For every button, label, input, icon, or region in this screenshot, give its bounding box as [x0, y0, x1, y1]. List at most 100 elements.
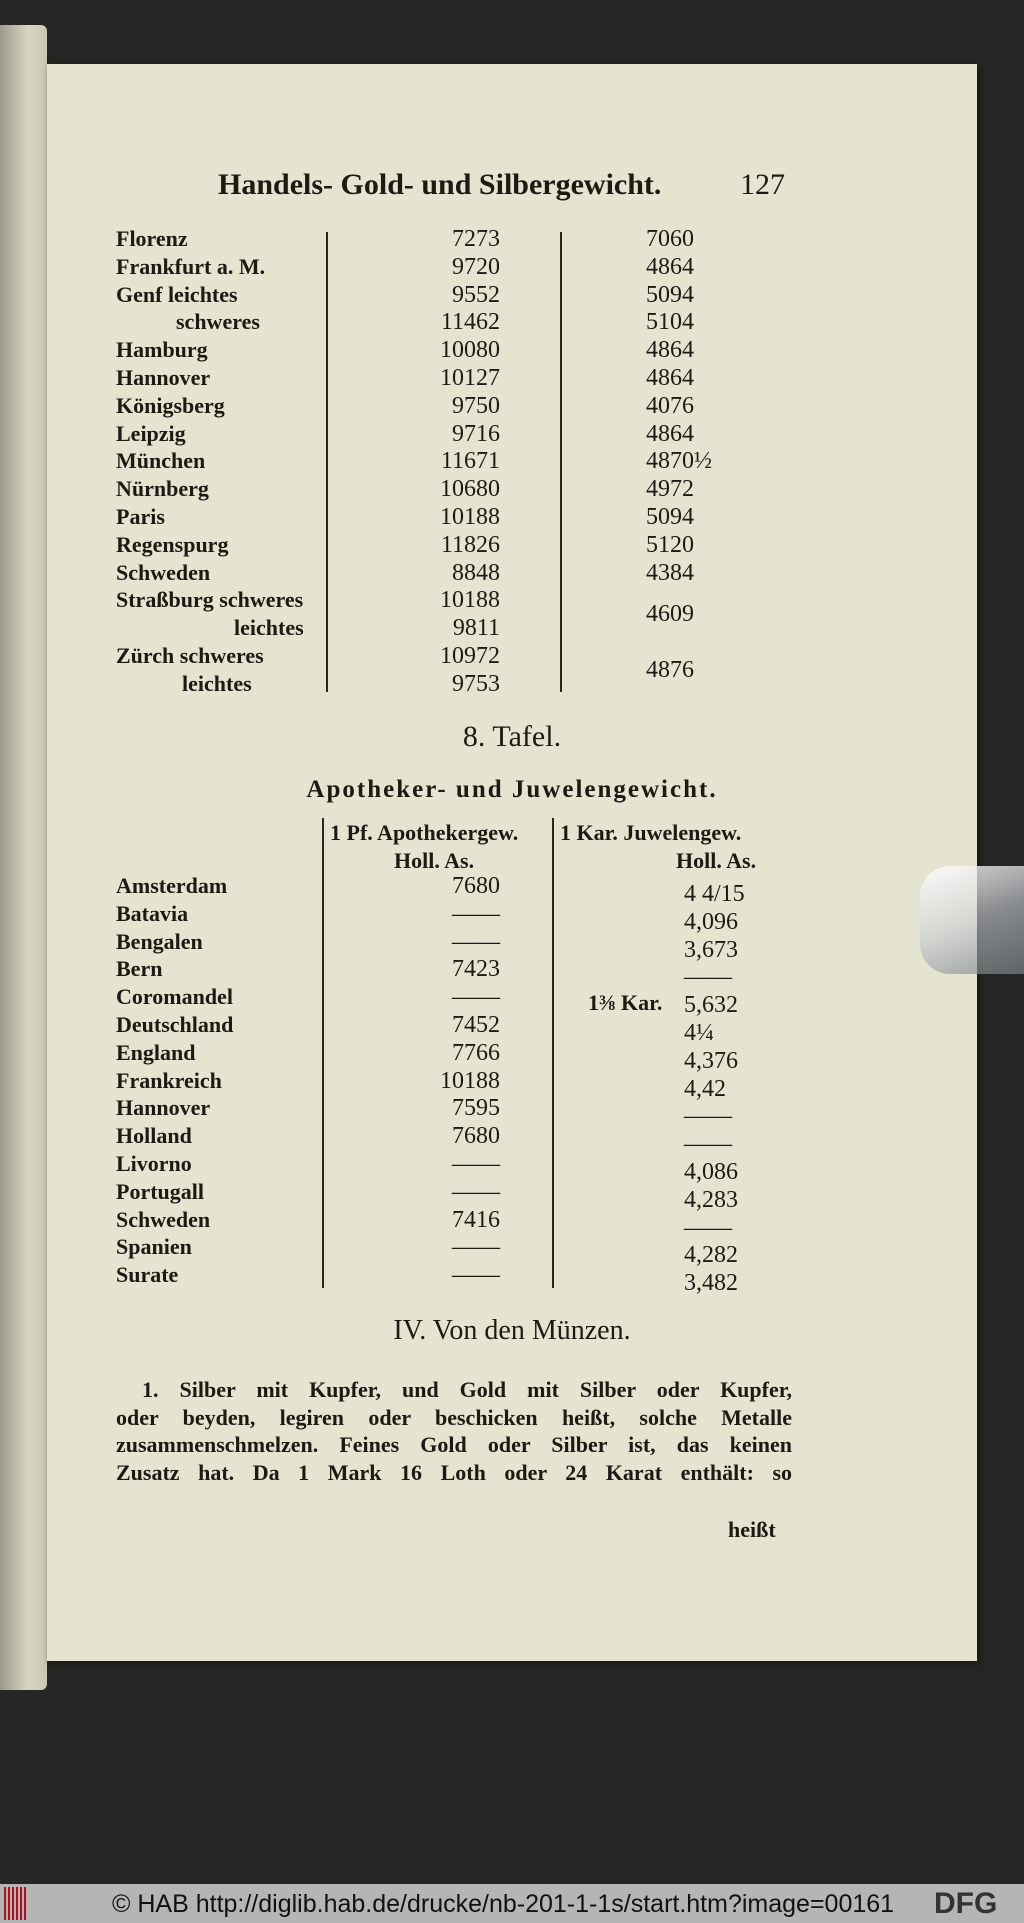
row-place-name: England [116, 1039, 196, 1065]
table-number-title: 8. Tafel. [462, 720, 562, 753]
row-value-1: 9716 [452, 420, 500, 447]
row-place-name: Schweden [116, 1206, 211, 1232]
row-value-2: 4972 [646, 476, 694, 503]
col1-unit: Holl. As. [394, 848, 475, 873]
row-place-name: Coromandel [116, 984, 233, 1010]
row-value-1: 9552 [452, 281, 500, 308]
col2-header: 1 Kar. Juwelengew. [560, 820, 742, 845]
row-value-2: 3,482 [684, 1270, 738, 1297]
row-value-1: —— [452, 928, 500, 955]
row-value-1: 7416 [452, 1206, 500, 1233]
row-value-1: —— [452, 1234, 500, 1261]
row-value-1: 10972 [440, 643, 500, 669]
row-value-1: —— [452, 900, 500, 927]
catchword: heißt [728, 1517, 776, 1542]
row-value-2: 4864 [646, 420, 694, 447]
row-value-1: 8848 [452, 559, 500, 586]
column-rule [560, 232, 562, 692]
row-value-1: 9811 [452, 615, 500, 642]
footer-bar: © HAB http://diglib.hab.de/drucke/nb-201… [0, 1884, 1024, 1923]
row-value-2: 4,086 [684, 1159, 738, 1185]
row-prefix: 1⅜ Kar. [588, 990, 663, 1016]
row-value-1: 10680 [440, 476, 500, 503]
row-place-name: Königsberg [116, 392, 225, 418]
dfg-logo: DFG [934, 1887, 998, 1920]
row-value-1: 7680 [452, 1123, 500, 1150]
row-place-name: Hannover [116, 1095, 211, 1121]
row-value-1: 7766 [452, 1039, 500, 1066]
row-value-2: 4609 [646, 601, 694, 628]
table-title: Apotheker- und Juwelengewicht. [306, 776, 718, 803]
row-value-1: 10127 [440, 365, 500, 391]
row-place-name: schweres [176, 309, 260, 335]
row-value-1: 10188 [440, 1067, 500, 1094]
paragraph-line: oder beyden, legiren oder beschicken hei… [116, 1404, 792, 1430]
row-value-2: 4864 [646, 253, 694, 280]
row-value-1: 10188 [440, 504, 500, 530]
row-value-2: 4076 [646, 392, 694, 419]
row-value-2: —— [684, 1131, 732, 1158]
row-place-name: Deutschland [116, 1012, 234, 1037]
row-place-name: Amsterdam [116, 873, 228, 898]
row-value-2: 5094 [646, 504, 694, 530]
copyright-url[interactable]: © HAB http://diglib.hab.de/drucke/nb-201… [112, 1890, 895, 1918]
row-value-1: —— [452, 1262, 500, 1289]
row-place-name: Paris [116, 504, 165, 529]
row-place-name: leichtes [182, 670, 252, 696]
row-place-name: Frankreich [116, 1067, 222, 1093]
row-place-name: leichtes [234, 615, 304, 641]
row-place-name: München [116, 448, 206, 474]
row-place-name: Portugall [116, 1178, 204, 1204]
row-value-1: 10080 [440, 337, 500, 364]
section-heading: IV. Von den Münzen. [393, 1315, 631, 1346]
row-value-2: 4864 [646, 365, 694, 391]
adjacent-page-edge [0, 25, 47, 1690]
row-value-1: 7423 [452, 956, 500, 983]
row-place-name: Batavia [116, 900, 189, 926]
row-value-2: —— [684, 964, 732, 991]
row-place-name: Zürch schweres [116, 643, 264, 668]
paragraph-line: Zusatz hat. Da 1 Mark 16 Loth oder 24 Ka… [116, 1459, 792, 1485]
row-value-1: 10188 [440, 587, 500, 614]
row-value-1: 9720 [452, 253, 500, 280]
row-place-name: Livorno [116, 1151, 192, 1176]
row-value-2: 4864 [646, 337, 694, 364]
row-place-name: Leipzig [116, 420, 186, 446]
row-value-2: 4384 [646, 559, 694, 586]
row-place-name: Nürnberg [116, 476, 209, 502]
row-value-1: —— [452, 984, 500, 1011]
row-value-1: 9753 [452, 670, 500, 697]
row-value-2: —— [684, 1214, 732, 1241]
col1-header: 1 Pf. Apothekergew. [330, 820, 519, 845]
row-value-2: 7060 [646, 226, 694, 252]
row-place-name: Surate [116, 1262, 179, 1288]
row-place-name: Genf leichtes [116, 281, 238, 307]
row-value-1: 11826 [440, 531, 500, 558]
row-place-name: Schweden [116, 559, 211, 585]
row-value-2: 4,096 [684, 908, 738, 935]
row-value-2: 4876 [646, 657, 694, 683]
row-value-1: 11462 [440, 309, 500, 336]
row-value-1: —— [452, 1178, 500, 1205]
row-value-1: 7680 [452, 873, 500, 899]
row-place-name: Bengalen [116, 928, 203, 954]
row-value-2: 4870½ [646, 448, 712, 475]
page-number: 127 [740, 168, 785, 201]
row-value-2: 5094 [646, 281, 694, 308]
row-value-2: 5,632 [684, 992, 738, 1019]
row-value-2: 4,42 [684, 1075, 726, 1102]
row-place-name: Bern [116, 956, 163, 982]
hab-logo-icon [4, 1887, 26, 1920]
row-value-2: 5104 [646, 309, 694, 336]
row-place-name: Regenspurg [116, 531, 229, 557]
column-rule [326, 232, 328, 692]
row-value-2: 4,282 [684, 1242, 738, 1269]
row-value-1: 11671 [440, 448, 500, 475]
row-value-2: 5120 [646, 531, 694, 558]
row-value-1: 7273 [452, 226, 500, 252]
book-page [47, 64, 977, 1661]
col2-unit: Holl. As. [676, 848, 757, 873]
row-place-name: Spanien [116, 1234, 192, 1260]
row-value-2: 4,376 [684, 1047, 738, 1074]
row-place-name: Frankfurt a. M. [116, 253, 266, 279]
